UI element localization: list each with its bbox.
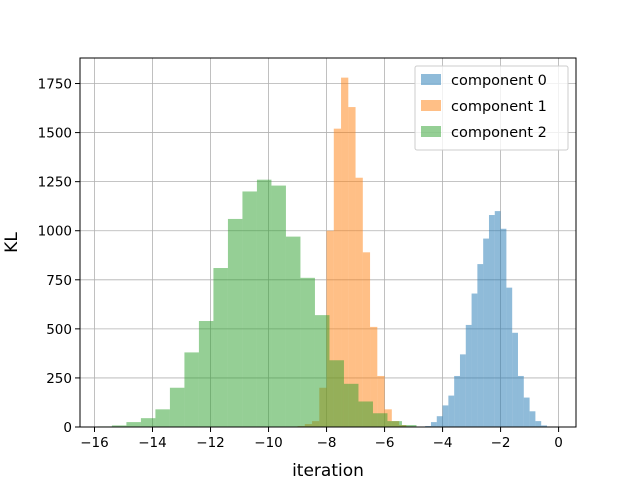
bar-series-0-bin-15 — [512, 332, 518, 427]
bar-series-2-bin-10 — [242, 191, 257, 427]
bar-series-1-bin-6 — [341, 77, 349, 428]
x-tick-label-2: −12 — [196, 435, 225, 451]
y-axis-ticks: 0 250 500 750 1000 1250 1500 1750 — [38, 77, 80, 436]
bar-series-0-bin-6 — [459, 354, 466, 427]
y-tick-label-7: 1750 — [38, 77, 72, 93]
legend-box — [414, 65, 569, 151]
x-tick-label-0: −16 — [80, 435, 109, 451]
bar-series-0-bin-3 — [442, 405, 449, 427]
bar-series-0-bin-5 — [454, 375, 460, 427]
x-tick-label-4: −8 — [317, 435, 337, 451]
bar-series-0-bin-12 — [494, 211, 501, 427]
legend-swatch-2 — [421, 126, 441, 137]
histogram-bars — [97, 77, 547, 428]
bar-series-2-bin-19 — [372, 413, 388, 427]
x-axis-label: iteration — [292, 461, 364, 480]
bar-series-1-bin-11 — [377, 375, 385, 427]
bar-series-2-bin-8 — [213, 268, 228, 427]
bar-series-0-bin-14 — [506, 287, 513, 427]
bar-series-1-bin-9 — [362, 252, 371, 427]
bar-series-2-bin-2 — [126, 422, 141, 427]
plot-frame — [79, 57, 577, 428]
bar-series-0-bin-20 — [541, 425, 547, 427]
legend-swatch-1 — [421, 100, 441, 111]
bar-series-2-bin-20 — [387, 421, 402, 427]
bar-series-0-bin-2 — [436, 416, 443, 427]
y-tick-label-2: 500 — [46, 322, 72, 338]
bar-series-2-bin-6 — [184, 352, 199, 427]
series-2-bars — [97, 179, 417, 427]
bar-series-0-bin-18 — [529, 411, 536, 427]
x-tick-label-7: −2 — [491, 435, 511, 451]
x-tick-label-1: −14 — [138, 435, 167, 451]
y-tick-label-3: 750 — [46, 273, 72, 289]
bar-series-1-bin-5 — [333, 128, 342, 427]
y-tick-label-6: 1500 — [38, 126, 72, 142]
bar-series-1-bin-4 — [326, 230, 334, 427]
y-tick-label-1: 250 — [46, 371, 72, 387]
bar-series-2-bin-12 — [271, 185, 286, 427]
bar-series-2-bin-17 — [343, 383, 359, 427]
bar-series-2-bin-5 — [169, 387, 185, 427]
series-0-bars — [425, 211, 547, 427]
bar-series-2-bin-3 — [140, 418, 156, 427]
bar-series-1-bin-8 — [355, 177, 363, 427]
bar-series-0-bin-8 — [471, 293, 478, 427]
bar-series-2-bin-11 — [256, 179, 272, 427]
bar-series-0-bin-1 — [430, 422, 437, 427]
bar-series-0-bin-10 — [483, 238, 489, 427]
bar-series-0-bin-9 — [477, 264, 484, 427]
x-tick-label-6: −4 — [433, 435, 453, 451]
bar-series-0-bin-7 — [465, 324, 472, 427]
y-tick-label-4: 1000 — [38, 224, 72, 240]
bar-series-2-bin-18 — [358, 401, 373, 427]
bar-series-0-bin-11 — [488, 215, 495, 427]
bar-series-2-bin-21 — [401, 425, 417, 427]
bar-series-2-bin-14 — [300, 277, 315, 427]
legend-label-2: component 2 — [451, 125, 547, 141]
legend: component 0 component 1 component 2 — [414, 65, 569, 151]
y-tick-label-5: 1250 — [38, 175, 72, 191]
y-axis-label: KL — [2, 232, 22, 253]
y-tick-label-0: 0 — [63, 420, 72, 436]
bar-series-2-bin-4 — [155, 409, 170, 427]
bar-series-2-bin-13 — [285, 236, 301, 427]
bar-series-0-bin-19 — [535, 421, 542, 427]
bar-series-2-bin-9 — [227, 218, 243, 427]
bar-series-2-bin-16 — [329, 360, 344, 427]
bar-series-0-bin-13 — [500, 228, 507, 427]
bar-series-0-bin-17 — [523, 397, 530, 427]
bar-series-1-bin-7 — [348, 107, 356, 427]
bar-series-0-bin-4 — [448, 395, 455, 427]
x-tick-label-8: 0 — [554, 435, 563, 451]
legend-swatch-0 — [421, 74, 441, 85]
bar-series-1-bin-10 — [370, 326, 378, 427]
x-tick-label-5: −6 — [375, 435, 395, 451]
bar-series-2-bin-1 — [111, 425, 127, 427]
bar-series-1-bin-12 — [384, 409, 392, 427]
bar-series-2-bin-15 — [314, 315, 330, 427]
legend-label-0: component 0 — [451, 73, 547, 89]
legend-label-1: component 1 — [451, 99, 547, 115]
bar-series-2-bin-7 — [198, 321, 214, 427]
x-axis-ticks: −16 −14 −12 −10 −8 −6 −4 −2 0 — [80, 427, 563, 451]
bar-series-0-bin-16 — [517, 375, 524, 427]
x-tick-label-3: −10 — [254, 435, 283, 451]
